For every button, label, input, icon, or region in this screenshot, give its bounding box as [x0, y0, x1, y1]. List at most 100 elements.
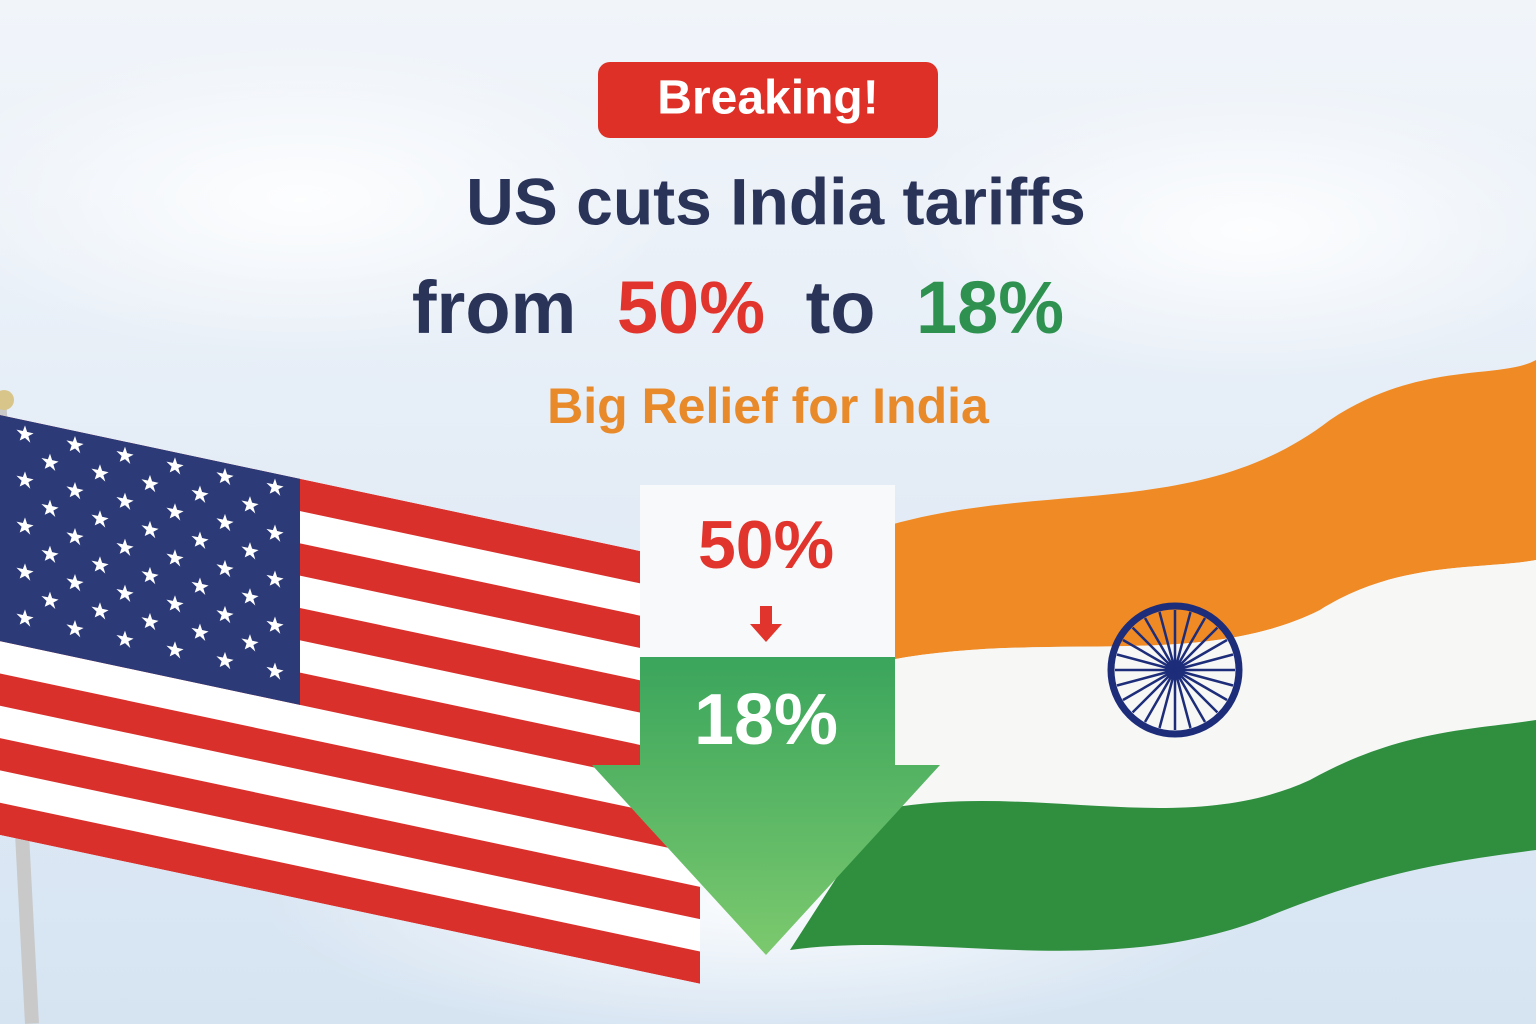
- headline-old-rate: 50%: [617, 266, 765, 349]
- us-star: [91, 510, 109, 528]
- headline-to: to: [806, 266, 876, 349]
- us-star: [66, 481, 84, 500]
- us-star: [16, 563, 34, 581]
- us-star: [166, 457, 184, 475]
- us-star: [16, 471, 34, 489]
- headline-new-rate: 18%: [916, 266, 1064, 349]
- us-star: [141, 612, 159, 631]
- us-star: [166, 549, 184, 567]
- us-star: [116, 538, 134, 556]
- us-star: [116, 446, 134, 464]
- us-star: [216, 605, 234, 624]
- us-star: [41, 545, 59, 564]
- us-star: [41, 591, 59, 610]
- chakra-spoke: [1174, 668, 1228, 702]
- arrow-to-value: 18%: [694, 680, 838, 760]
- us-star: [241, 634, 259, 652]
- us-star: [41, 499, 59, 518]
- us-star: [241, 588, 259, 606]
- us-star: [266, 478, 284, 496]
- us-star: [16, 517, 34, 535]
- arrow-from-value: 50%: [698, 507, 834, 583]
- us-star: [66, 573, 84, 592]
- cloud: [890, 80, 1536, 380]
- us-star: [91, 602, 109, 620]
- chakra-spoke: [1174, 669, 1219, 714]
- chakra-spoke: [1174, 638, 1228, 672]
- us-star: [16, 425, 34, 443]
- us-star: [241, 496, 259, 514]
- chakra-spoke: [1174, 626, 1219, 671]
- arrow-green: [592, 657, 940, 955]
- ashoka-chakra: [1107, 602, 1243, 738]
- us-star: [191, 577, 209, 595]
- chakra-spoke: [1122, 638, 1176, 672]
- pole-finial: [0, 390, 14, 410]
- headline-line2: from 50% to 18%: [412, 266, 1064, 349]
- us-star: [116, 584, 134, 602]
- us-star: [216, 513, 234, 532]
- chakra-spoke: [1173, 617, 1207, 671]
- us-star: [66, 435, 84, 454]
- chakra-spoke: [1116, 668, 1176, 687]
- india-green: [790, 720, 1536, 951]
- headline-from: from: [412, 266, 576, 349]
- us-star: [216, 651, 234, 670]
- us-flag: [0, 415, 700, 984]
- us-star: [266, 570, 284, 588]
- chakra-rim: [1107, 602, 1243, 738]
- us-star: [191, 485, 209, 503]
- chakra-spoke: [1173, 669, 1207, 723]
- us-star: [41, 453, 59, 472]
- us-star: [166, 641, 184, 659]
- us-star: [266, 662, 284, 680]
- india-flag: [790, 360, 1536, 951]
- us-star: [16, 609, 34, 627]
- us-red-stripe: [0, 802, 700, 984]
- us-star: [141, 566, 159, 585]
- us-star: [141, 474, 159, 493]
- chakra-spoke: [1174, 668, 1234, 687]
- chakra-spoke: [1173, 669, 1192, 729]
- us-star: [266, 524, 284, 542]
- india-saffron: [890, 360, 1536, 660]
- india-white: [880, 560, 1536, 810]
- us-star: [241, 542, 259, 560]
- us-star: [141, 520, 159, 539]
- us-star: [116, 492, 134, 510]
- badge-text: Breaking!: [657, 72, 878, 125]
- us-star: [66, 619, 84, 638]
- chakra-spoke: [1174, 653, 1234, 672]
- chakra-spoke: [1158, 611, 1177, 671]
- chakra-spoke: [1143, 617, 1177, 671]
- us-red-stripe: [0, 738, 700, 920]
- us-red-stripe: [0, 673, 700, 855]
- headline-line1: US cuts India tariffs: [466, 164, 1086, 238]
- us-star: [216, 467, 234, 486]
- chakra-spoke: [1158, 669, 1177, 729]
- us-star: [191, 623, 209, 641]
- chakra-spoke: [1131, 626, 1176, 671]
- cloud: [0, 40, 680, 360]
- chakra-spoke: [1116, 653, 1176, 672]
- us-star: [166, 503, 184, 521]
- small-down-arrow: [750, 606, 782, 642]
- chakra-spoke: [1173, 611, 1192, 671]
- us-star: [66, 527, 84, 546]
- us-star: [216, 559, 234, 578]
- subheadline: Big Relief for India: [547, 378, 990, 434]
- us-flag-body: [0, 415, 700, 984]
- chakra-spoke: [1122, 668, 1176, 702]
- us-star: [91, 464, 109, 482]
- tariff-arrow: 50% 18%: [592, 485, 940, 955]
- us-star: [266, 616, 284, 634]
- chakra-spoke: [1143, 669, 1177, 723]
- us-star: [191, 531, 209, 549]
- us-star: [166, 595, 184, 613]
- us-star: [116, 630, 134, 648]
- us-star: [91, 556, 109, 574]
- badge: [598, 62, 938, 138]
- chakra-spoke: [1131, 669, 1176, 714]
